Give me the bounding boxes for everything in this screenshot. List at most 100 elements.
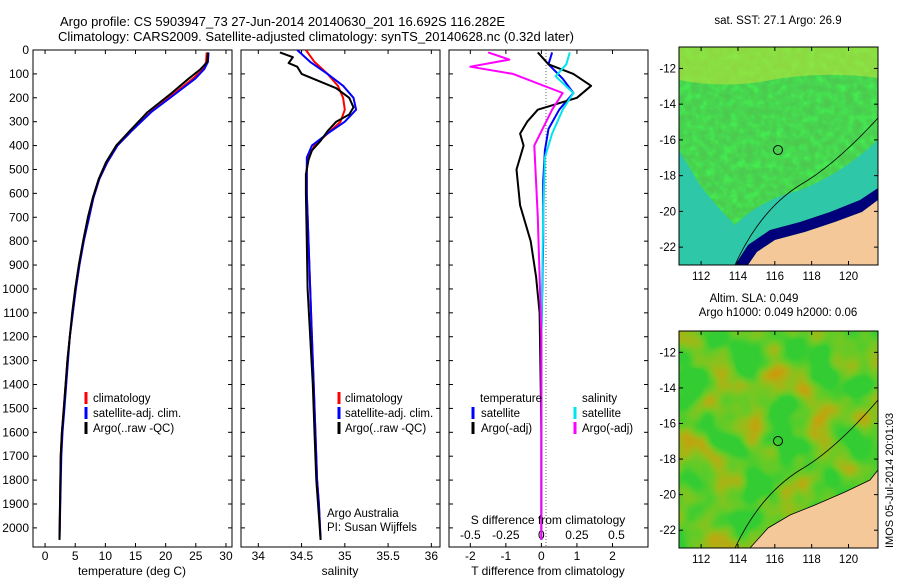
map-x-tick-label: 112 — [692, 554, 710, 566]
sla-map-title-2: Argo h1000: 0.049 h2000: 0.06 — [699, 307, 858, 319]
y-tick-label: 1500 — [2, 401, 29, 415]
sla-land — [750, 470, 878, 548]
legend-label-s-argo: Argo(-adj) — [582, 423, 633, 435]
legend-label-argo: Argo(..raw -QC) — [345, 423, 426, 435]
sst-map — [679, 47, 878, 265]
y-tick-label: 1000 — [2, 282, 29, 296]
sla-argo-marker — [773, 436, 783, 446]
map-y-tick-label: -22 — [659, 525, 676, 537]
legend-label-t-satellite: satellite — [481, 408, 520, 420]
salinity-panel-frame — [240, 49, 441, 548]
sla-coastline — [734, 399, 878, 548]
temperature-series — [58, 52, 210, 540]
sst-map-axes: 112 114 116 118 120 -12 -14 -16 -18 -20 -22 — [659, 47, 878, 283]
sst-warm-band — [679, 47, 878, 85]
x-tick-label: 2 — [609, 549, 616, 563]
difference-series-argo-adj — [515, 51, 593, 540]
x-tick-label: 20 — [159, 549, 173, 563]
map-x-tick-label: 114 — [729, 271, 748, 283]
y-tick-label: 1700 — [2, 449, 29, 463]
x-tick-label: 36 — [425, 549, 439, 563]
sst-map-title: sat. SST: 27.1 Argo: 26.9 — [714, 15, 841, 27]
y-tick-label: 900 — [9, 258, 29, 272]
salinity-xlabel: salinity — [322, 564, 359, 578]
x-tick-label: 5 — [72, 549, 79, 563]
y-tick-label: 500 — [9, 162, 29, 176]
s-tick-label: -0.25 — [492, 528, 520, 542]
salinity-legend: climatology satellite-adj. clim. Argo(..… — [327, 392, 433, 534]
x-tick-label: 15 — [129, 549, 143, 563]
map-x-tick-label: 118 — [802, 271, 820, 283]
legend-label-t-argo: Argo(-adj) — [481, 423, 532, 435]
y-tick-label: 300 — [9, 115, 29, 129]
legend-label-satellite-adj: satellite-adj. clim. — [345, 408, 433, 420]
difference-series-satellite — [540, 52, 575, 540]
sst-coastline — [734, 117, 878, 265]
sla-map-title-1: Altim. SLA: 0.049 — [710, 293, 799, 305]
salinity-series — [279, 50, 358, 540]
sst-cold-coast — [735, 188, 878, 265]
x-tick-label: 0 — [42, 549, 49, 563]
y-tick-label: 2000 — [2, 521, 29, 535]
salinity-series-argo-raw-qc — [279, 51, 355, 540]
difference-legend: temperature salinity satellite Argo(-adj… — [471, 393, 633, 435]
map-x-tick-label: 116 — [766, 271, 784, 283]
y-tick-label: 1400 — [2, 378, 29, 392]
map-y-tick-label: -22 — [659, 242, 676, 254]
temperature-x-axis: 0 5 10 15 20 25 30 — [42, 50, 233, 563]
figure-subtitle: Climatology: CARS2009. Satellite-adjuste… — [58, 29, 574, 44]
map-x-tick-label: 112 — [692, 271, 710, 283]
temperature-legend: climatology satellite-adj. clim. Argo(..… — [84, 392, 181, 435]
legend-label-s-satellite: satellite — [582, 408, 621, 420]
y-tick-label: 200 — [9, 91, 29, 105]
legend-heading-salinity: salinity — [582, 393, 617, 405]
y-tick-label: 600 — [9, 186, 29, 200]
s-tick-label: 0.5 — [608, 528, 625, 542]
legend-label-climatology: climatology — [345, 393, 403, 405]
map-y-tick-label: -18 — [659, 171, 676, 183]
y-tick-label: 700 — [9, 210, 29, 224]
temperature-panel-frame — [32, 49, 233, 548]
imos-timestamp: IMOS 05-Jul-2014 20:01:03 — [884, 413, 896, 548]
map-y-tick-label: -14 — [659, 383, 676, 395]
s-tick-label: -0.5 — [460, 528, 481, 542]
temperature-xlabel: temperature (deg C) — [78, 564, 186, 578]
map-x-tick-label: 118 — [802, 554, 820, 566]
map-y-tick-label: -12 — [659, 347, 676, 359]
y-tick-label: 1200 — [2, 330, 29, 344]
y-tick-label: 400 — [9, 139, 29, 153]
difference-x-axis: -2 -1 0 1 2-0.5 -0.25 0 0.25 0.5 — [460, 50, 625, 563]
pi-annotation: PI: Susan Wijffels — [327, 522, 417, 534]
legend-label-argo: Argo(..raw -QC) — [93, 423, 174, 435]
map-y-tick-label: -16 — [659, 135, 676, 147]
y-tick-label: 1900 — [2, 497, 29, 511]
figure-title: Argo profile: CS 5903947_73 27-Jun-2014 … — [60, 14, 506, 29]
x-tick-label: 25 — [189, 549, 203, 563]
y-tick-label: 1300 — [2, 354, 29, 368]
y-tick-label: 1100 — [3, 306, 29, 320]
y-tick-label: 0 — [22, 43, 29, 57]
sst-argo-marker — [773, 145, 783, 155]
y-tick-label: 1600 — [2, 425, 29, 439]
sst-land — [748, 200, 878, 265]
x-tick-label: 34 — [252, 549, 266, 563]
y-tick-label: 1800 — [2, 473, 29, 487]
sla-map-frame — [678, 330, 879, 549]
s-tick-label: 0.25 — [565, 528, 589, 542]
x-tick-label: 1 — [574, 549, 581, 563]
difference-xlabel: T difference from climatology — [471, 564, 625, 578]
y-tick-label: 800 — [9, 234, 29, 248]
legend-label-satellite-adj: satellite-adj. clim. — [93, 408, 181, 420]
x-tick-label: -2 — [465, 549, 476, 563]
agency-annotation: Argo Australia — [327, 508, 399, 520]
x-tick-label: 10 — [99, 549, 113, 563]
temperature-series-argo-raw-qc — [58, 52, 209, 540]
salinity-x-axis: 34 34.5 35 35.5 36 — [252, 50, 439, 563]
map-y-tick-label: -16 — [659, 418, 676, 430]
difference-series-argo-adj — [469, 51, 564, 540]
x-tick-label: 30 — [219, 549, 233, 563]
map-x-tick-label: 120 — [839, 554, 858, 566]
map-x-tick-label: 114 — [729, 554, 748, 566]
x-tick-label: 34.5 — [290, 549, 314, 563]
x-tick-label: -1 — [501, 549, 512, 563]
